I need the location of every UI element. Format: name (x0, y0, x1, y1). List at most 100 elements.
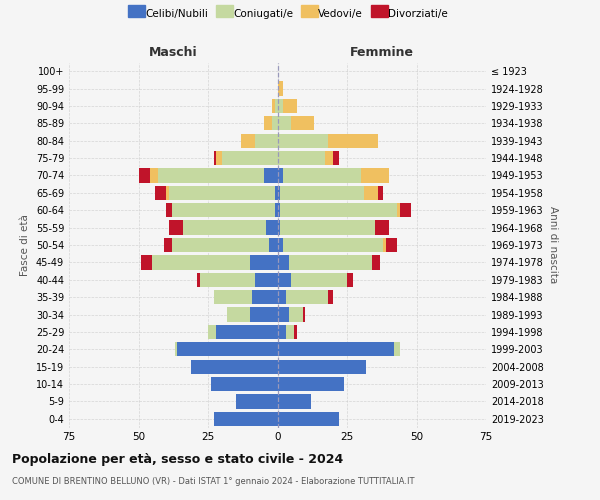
Bar (269, 238, 277, 252)
Bar (289, 308, 302, 322)
Bar (263, 116, 272, 130)
Bar (347, 272, 353, 287)
Bar (277, 151, 325, 165)
Bar (155, 186, 166, 200)
Bar (241, 134, 255, 148)
Bar (394, 342, 400, 356)
Bar (164, 238, 172, 252)
Bar (211, 377, 277, 391)
Bar (236, 394, 277, 408)
Bar (263, 168, 277, 182)
Bar (383, 238, 386, 252)
Bar (277, 360, 367, 374)
Bar (277, 325, 286, 339)
Bar (172, 203, 275, 218)
Bar (277, 99, 283, 113)
Bar (277, 377, 344, 391)
Bar (183, 220, 266, 234)
Bar (152, 256, 250, 270)
Bar (277, 238, 283, 252)
Bar (292, 116, 314, 130)
Bar (325, 151, 333, 165)
Bar (280, 186, 364, 200)
Bar (158, 168, 263, 182)
Bar (289, 256, 372, 270)
Legend: Celibi/Nubili, Coniugati/e, Vedovi/e, Divorziati/e: Celibi/Nubili, Coniugati/e, Vedovi/e, Di… (124, 5, 452, 24)
Bar (328, 134, 377, 148)
Bar (275, 186, 277, 200)
Bar (277, 272, 292, 287)
Bar (277, 308, 289, 322)
Bar (377, 186, 383, 200)
Bar (277, 116, 292, 130)
Bar (280, 203, 397, 218)
Y-axis label: Anni di nascita: Anni di nascita (548, 206, 557, 284)
Bar (364, 186, 377, 200)
Bar (292, 272, 347, 287)
Bar (139, 168, 149, 182)
Bar (277, 412, 338, 426)
Bar (286, 325, 294, 339)
Bar (197, 272, 200, 287)
Text: COMUNE DI BRENTINO BELLUNO (VR) - Dati ISTAT 1° gennaio 2024 - Elaborazione TUTT: COMUNE DI BRENTINO BELLUNO (VR) - Dati I… (12, 478, 415, 486)
Bar (172, 238, 269, 252)
Bar (283, 168, 361, 182)
Y-axis label: Fasce di età: Fasce di età (20, 214, 30, 276)
Bar (286, 290, 328, 304)
Bar (277, 394, 311, 408)
Bar (272, 99, 275, 113)
Bar (250, 256, 277, 270)
Bar (361, 168, 389, 182)
Bar (277, 134, 328, 148)
Bar (375, 220, 389, 234)
Bar (178, 342, 277, 356)
Bar (397, 203, 400, 218)
Bar (277, 256, 289, 270)
Bar (217, 151, 222, 165)
Bar (169, 186, 275, 200)
Bar (283, 238, 383, 252)
Bar (200, 272, 255, 287)
Bar (250, 308, 277, 322)
Bar (141, 256, 152, 270)
Bar (328, 290, 333, 304)
Bar (333, 151, 338, 165)
Bar (277, 168, 283, 182)
Bar (266, 220, 277, 234)
Bar (149, 168, 158, 182)
Bar (214, 290, 253, 304)
Bar (386, 238, 397, 252)
Bar (166, 203, 172, 218)
Bar (169, 220, 183, 234)
Bar (191, 360, 277, 374)
Bar (277, 220, 280, 234)
Bar (175, 342, 178, 356)
Bar (255, 134, 277, 148)
Text: Femmine: Femmine (350, 46, 414, 59)
Bar (277, 82, 283, 96)
Bar (275, 203, 277, 218)
Bar (214, 412, 277, 426)
Bar (208, 325, 217, 339)
Bar (217, 325, 277, 339)
Bar (272, 116, 277, 130)
Bar (283, 99, 297, 113)
Bar (280, 220, 375, 234)
Bar (302, 308, 305, 322)
Bar (255, 272, 277, 287)
Bar (214, 151, 217, 165)
Bar (275, 99, 277, 113)
Bar (253, 290, 277, 304)
Bar (166, 186, 169, 200)
Bar (372, 256, 380, 270)
Bar (400, 203, 411, 218)
Bar (277, 290, 286, 304)
Bar (277, 186, 280, 200)
Bar (227, 308, 250, 322)
Text: Maschi: Maschi (149, 46, 197, 59)
Text: Popolazione per età, sesso e stato civile - 2024: Popolazione per età, sesso e stato civil… (12, 452, 343, 466)
Bar (294, 325, 297, 339)
Bar (277, 342, 394, 356)
Bar (222, 151, 277, 165)
Bar (277, 203, 280, 218)
